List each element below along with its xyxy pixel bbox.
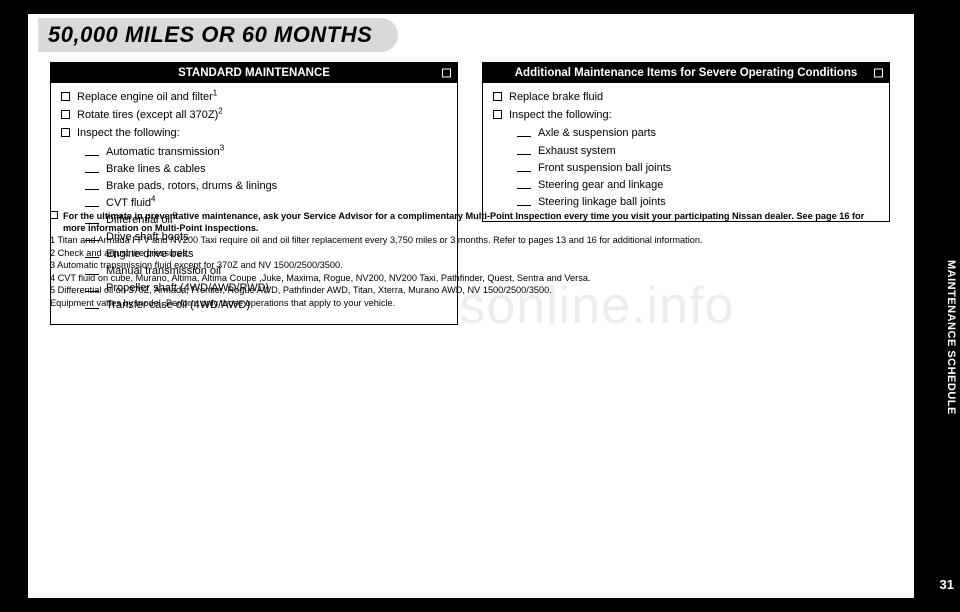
footnote: 3 Automatic transmission fluid except fo… xyxy=(50,259,884,271)
severe-sub-items: Axle & suspension partsExhaust systemFro… xyxy=(493,125,879,210)
checkbox-icon xyxy=(61,110,70,119)
blank-line-icon xyxy=(85,206,99,207)
list-sub-item-text: Front suspension ball joints xyxy=(538,160,671,177)
list-item: Replace engine oil and filter1 xyxy=(61,89,447,106)
blank-line-icon xyxy=(517,154,531,155)
standard-top-items: Replace engine oil and filter1Rotate tir… xyxy=(61,89,447,142)
notes-lead: For the ultimate in preventative mainten… xyxy=(50,210,884,235)
list-sub-item: Axle & suspension parts xyxy=(517,125,879,142)
list-sub-item: Front suspension ball joints xyxy=(517,160,879,177)
list-sub-item: Exhaust system xyxy=(517,143,879,160)
list-item: Inspect the following: xyxy=(493,107,879,124)
footnote: 5 Differential oil on 370Z, Armada, Fron… xyxy=(50,284,884,296)
list-item-text: Replace brake fluid xyxy=(509,89,603,106)
list-sub-item-text: Brake lines & cables xyxy=(106,161,206,178)
page-title: 50,000 MILES OR 60 MONTHS xyxy=(48,22,372,48)
side-tab: MAINTENANCE SCHEDULE 31 xyxy=(932,0,960,612)
blank-line-icon xyxy=(85,189,99,190)
footnote: 4 CVT fluid on cube, Murano, Altima, Alt… xyxy=(50,272,884,284)
heading-wrap: 50,000 MILES OR 60 MONTHS xyxy=(38,18,914,52)
panel-standard-title: STANDARD MAINTENANCE xyxy=(178,67,330,79)
footnotes-list: 1 Titan and Armada FFV and NV200 Taxi re… xyxy=(50,234,884,309)
list-item: Inspect the following: xyxy=(61,125,447,142)
list-sub-item-text: Exhaust system xyxy=(538,143,616,160)
list-item-text: Rotate tires (except all 370Z)2 xyxy=(77,107,223,124)
list-sub-item: Automatic transmission3 xyxy=(85,144,447,161)
notes-lead-text: For the ultimate in preventative mainten… xyxy=(63,210,884,235)
footnote: 2 Check and adjust tire pressures. xyxy=(50,247,884,259)
blank-line-icon xyxy=(517,205,531,206)
panel-severe-title: Additional Maintenance Items for Severe … xyxy=(515,67,858,79)
footnote: 1 Titan and Armada FFV and NV200 Taxi re… xyxy=(50,234,884,246)
list-sub-item-text: Steering gear and linkage xyxy=(538,177,663,194)
list-sub-item-text: Steering linkage ball joints xyxy=(538,194,666,211)
list-sub-item: Brake lines & cables xyxy=(85,161,447,178)
page: carmanualsonline.info 50,000 MILES OR 60… xyxy=(28,14,914,598)
list-sub-item: Brake pads, rotors, drums & linings xyxy=(85,178,447,195)
list-sub-item-text: Brake pads, rotors, drums & linings xyxy=(106,178,277,195)
panel-severe-body: Replace brake fluidInspect the following… xyxy=(483,83,889,220)
checkbox-icon xyxy=(493,92,502,101)
content: 50,000 MILES OR 60 MONTHS STANDARD MAINT… xyxy=(28,18,914,325)
panel-standard-header: STANDARD MAINTENANCE xyxy=(51,63,457,83)
list-sub-item-text: Axle & suspension parts xyxy=(538,125,656,142)
list-item: Rotate tires (except all 370Z)2 xyxy=(61,107,447,124)
page-number: 31 xyxy=(940,577,954,592)
blank-line-icon xyxy=(85,155,99,156)
side-tab-label: MAINTENANCE SCHEDULE xyxy=(945,260,957,415)
panel-severe: Additional Maintenance Items for Severe … xyxy=(482,62,890,222)
list-item-text: Replace engine oil and filter1 xyxy=(77,89,217,106)
footnote: Equipment varies by model. Perform only … xyxy=(50,297,884,309)
checkbox-icon xyxy=(874,69,883,78)
checkbox-icon xyxy=(61,92,70,101)
list-sub-item: Steering linkage ball joints xyxy=(517,194,879,211)
checkbox-icon xyxy=(50,211,58,219)
checkbox-icon xyxy=(442,69,451,78)
list-sub-item: Steering gear and linkage xyxy=(517,177,879,194)
blank-line-icon xyxy=(517,171,531,172)
severe-top-items: Replace brake fluidInspect the following… xyxy=(493,89,879,124)
blank-line-icon xyxy=(517,188,531,189)
list-item-text: Inspect the following: xyxy=(77,125,180,142)
list-sub-item-text: Automatic transmission3 xyxy=(106,144,224,161)
panel-severe-header: Additional Maintenance Items for Severe … xyxy=(483,63,889,83)
blank-line-icon xyxy=(517,136,531,137)
list-item-text: Inspect the following: xyxy=(509,107,612,124)
heading-tab: 50,000 MILES OR 60 MONTHS xyxy=(38,18,398,52)
checkbox-icon xyxy=(493,110,502,119)
list-item: Replace brake fluid xyxy=(493,89,879,106)
blank-line-icon xyxy=(85,172,99,173)
checkbox-icon xyxy=(61,128,70,137)
footer-notes: For the ultimate in preventative mainten… xyxy=(50,210,884,309)
